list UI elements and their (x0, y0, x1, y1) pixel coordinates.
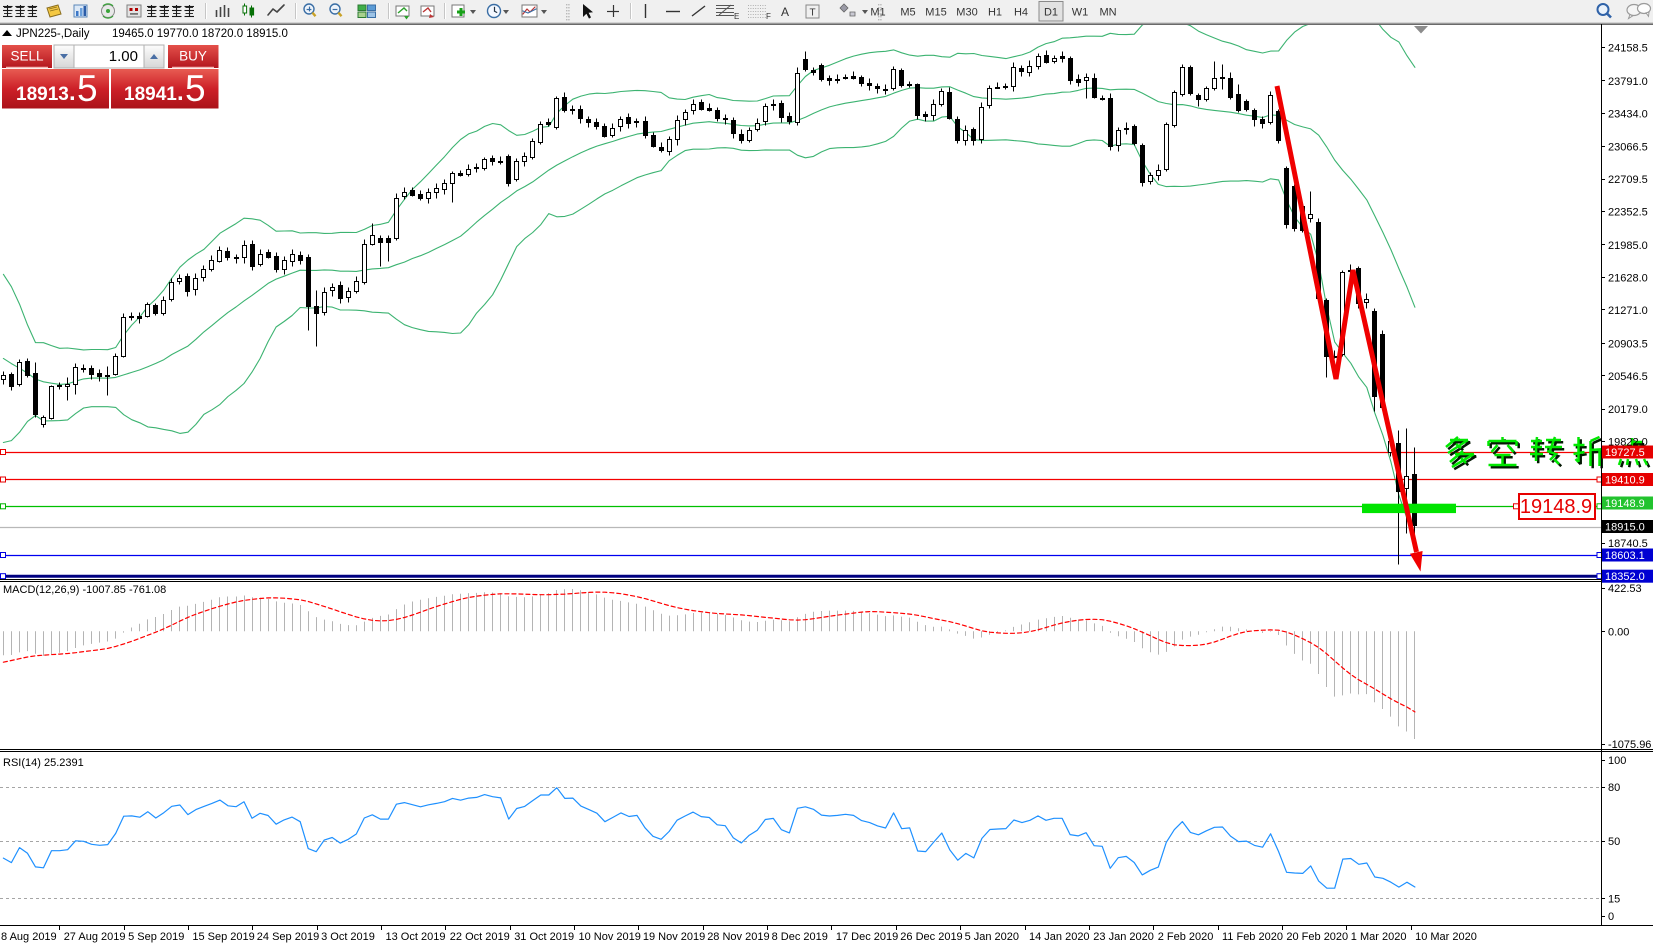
svg-text:20546.5: 20546.5 (1608, 371, 1648, 383)
svg-text:18603.1: 18603.1 (1605, 550, 1645, 562)
svg-text:80: 80 (1608, 782, 1620, 794)
svg-text:-1075.96: -1075.96 (1608, 739, 1651, 751)
svg-text:19727.5: 19727.5 (1605, 447, 1645, 459)
svg-text:10 Nov 2019: 10 Nov 2019 (579, 931, 641, 943)
svg-text:BUY: BUY (179, 49, 207, 64)
svg-text:50: 50 (1608, 836, 1620, 848)
svg-text:18740.5: 18740.5 (1608, 538, 1648, 550)
svg-text:23 Jan 2020: 23 Jan 2020 (1093, 931, 1154, 943)
svg-text:19410.9: 19410.9 (1605, 475, 1645, 487)
svg-text:20179.0: 20179.0 (1608, 404, 1648, 416)
svg-text:.: . (69, 79, 76, 106)
svg-text:W1: W1 (1072, 7, 1089, 19)
svg-text:18352.0: 18352.0 (1605, 571, 1645, 583)
svg-text:28 Nov 2019: 28 Nov 2019 (707, 931, 769, 943)
svg-text:A: A (781, 5, 789, 19)
svg-text:22 Oct 2019: 22 Oct 2019 (450, 931, 510, 943)
svg-text:18941: 18941 (124, 84, 177, 105)
svg-text:5: 5 (185, 68, 206, 109)
svg-text:8 Dec 2019: 8 Dec 2019 (772, 931, 828, 943)
svg-text:H4: H4 (1014, 7, 1028, 19)
svg-text:31 Oct 2019: 31 Oct 2019 (514, 931, 574, 943)
svg-text:M5: M5 (900, 7, 915, 19)
svg-text:23791.0: 23791.0 (1608, 76, 1648, 88)
svg-text:26 Dec 2019: 26 Dec 2019 (900, 931, 962, 943)
svg-text:1.00: 1.00 (109, 48, 138, 65)
svg-text:0.00: 0.00 (1608, 626, 1629, 638)
svg-text:T: T (809, 8, 815, 19)
svg-text:0: 0 (1608, 911, 1614, 923)
svg-text:M30: M30 (956, 7, 977, 19)
svg-text:21628.0: 21628.0 (1608, 272, 1648, 284)
svg-text:8 Aug 2019: 8 Aug 2019 (1, 931, 57, 943)
svg-text:MACD(12,26,9) -1007.85 -761.08: MACD(12,26,9) -1007.85 -761.08 (3, 584, 166, 596)
svg-text:22709.5: 22709.5 (1608, 174, 1648, 186)
svg-text:100: 100 (1608, 755, 1626, 767)
svg-text:27 Aug 2019: 27 Aug 2019 (64, 931, 126, 943)
svg-text:22352.5: 22352.5 (1608, 207, 1648, 219)
svg-text:20 Feb 2020: 20 Feb 2020 (1286, 931, 1348, 943)
svg-text:JPN225-,Daily: JPN225-,Daily (16, 28, 90, 40)
svg-text:15: 15 (1608, 894, 1620, 906)
svg-text:19465.0 19770.0 18720.0 18915.: 19465.0 19770.0 18720.0 18915.0 (112, 28, 288, 40)
svg-text:M1: M1 (870, 7, 885, 19)
svg-text:H1: H1 (988, 7, 1002, 19)
svg-text:10 Mar 2020: 10 Mar 2020 (1415, 931, 1477, 943)
svg-text:5 Sep 2019: 5 Sep 2019 (128, 931, 184, 943)
svg-text:MN: MN (1099, 7, 1116, 19)
svg-text:5 Jan 2020: 5 Jan 2020 (965, 931, 1019, 943)
svg-text:SELL: SELL (10, 49, 44, 64)
svg-text:19 Nov 2019: 19 Nov 2019 (643, 931, 705, 943)
svg-text:M15: M15 (925, 7, 946, 19)
svg-text:F: F (766, 12, 771, 21)
svg-text:19148.9: 19148.9 (1605, 498, 1645, 510)
svg-text:2 Feb 2020: 2 Feb 2020 (1158, 931, 1214, 943)
svg-text:24158.5: 24158.5 (1608, 42, 1648, 54)
svg-text:RSI(14) 25.2391: RSI(14) 25.2391 (3, 757, 84, 769)
svg-text:20903.5: 20903.5 (1608, 338, 1648, 350)
svg-text:17 Dec 2019: 17 Dec 2019 (836, 931, 898, 943)
svg-text:18915.0: 18915.0 (1605, 522, 1645, 534)
svg-text:E: E (734, 12, 739, 21)
svg-text:21271.0: 21271.0 (1608, 305, 1648, 317)
svg-text:1 Mar 2020: 1 Mar 2020 (1351, 931, 1407, 943)
svg-text:23066.5: 23066.5 (1608, 142, 1648, 154)
svg-text:3 Oct 2019: 3 Oct 2019 (321, 931, 375, 943)
svg-text:D1: D1 (1044, 7, 1058, 19)
svg-text:15 Sep 2019: 15 Sep 2019 (192, 931, 254, 943)
svg-text:19148.9: 19148.9 (1520, 496, 1592, 518)
svg-text:.: . (177, 79, 184, 106)
svg-text:21985.0: 21985.0 (1608, 240, 1648, 252)
svg-text:13 Oct 2019: 13 Oct 2019 (386, 931, 446, 943)
svg-text:18913: 18913 (16, 84, 69, 105)
svg-text:23434.0: 23434.0 (1608, 108, 1648, 120)
svg-text:11 Feb 2020: 11 Feb 2020 (1222, 931, 1283, 943)
svg-text:14 Jan 2020: 14 Jan 2020 (1029, 931, 1090, 943)
svg-text:24 Sep 2019: 24 Sep 2019 (257, 931, 319, 943)
svg-text:5: 5 (77, 68, 98, 109)
svg-text:422.53: 422.53 (1608, 583, 1642, 595)
